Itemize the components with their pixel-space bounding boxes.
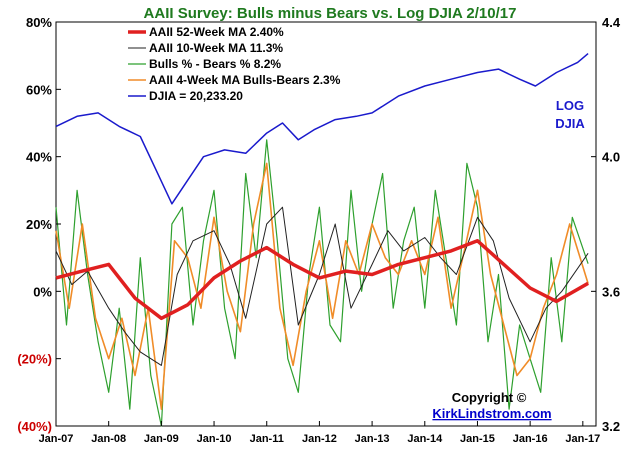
source-link[interactable]: KirkLindstrom.com <box>432 406 551 421</box>
left-tick-label: 20% <box>26 217 52 232</box>
right-tick-label: 3.2 <box>602 419 620 434</box>
copyright-text: Copyright © <box>452 390 527 405</box>
legend: AAII 52-Week MA 2.40% AAII 10-Week MA 11.… <box>128 25 341 103</box>
x-tick-label: Jan-14 <box>407 433 443 445</box>
axis-layer: 80%60%40%20%0%(20%)(40%)4.44.03.63.2Jan-… <box>17 15 621 445</box>
x-tick-label: Jan-09 <box>144 433 179 445</box>
x-tick-label: Jan-16 <box>513 433 548 445</box>
legend-label: Bulls % - Bears % 8.2% <box>149 57 281 71</box>
legend-label: AAII 52-Week MA 2.40% <box>149 25 284 39</box>
x-tick-label: Jan-12 <box>302 433 337 445</box>
x-tick-label: Jan-10 <box>197 433 232 445</box>
right-tick-label: 4.4 <box>602 15 621 30</box>
log-label: LOG <box>556 98 584 113</box>
series-line <box>55 239 589 321</box>
right-tick-label: 3.6 <box>602 284 620 299</box>
right-tick-label: 4.0 <box>602 150 620 165</box>
left-tick-label: (20%) <box>17 352 52 367</box>
x-tick-label: Jan-11 <box>250 433 284 445</box>
legend-label: AAII 4-Week MA Bulls-Bears 2.3% <box>149 73 341 87</box>
left-tick-label: 40% <box>26 150 52 165</box>
x-tick-label: Jan-15 <box>460 433 495 445</box>
djia-axis-label: DJIA <box>555 116 585 131</box>
series-line <box>55 206 589 366</box>
left-tick-label: (40%) <box>17 419 52 434</box>
x-tick-label: Jan-13 <box>355 433 390 445</box>
x-tick-label: Jan-17 <box>565 433 600 445</box>
left-tick-label: 0% <box>33 284 52 299</box>
left-tick-label: 80% <box>26 15 52 30</box>
series-line <box>55 53 589 205</box>
left-tick-label: 60% <box>26 82 52 97</box>
legend-label: AAII 10-Week MA 11.3% <box>149 41 283 55</box>
series-layer <box>55 53 589 427</box>
x-tick-label: Jan-07 <box>39 433 74 445</box>
series-line <box>55 139 589 427</box>
legend-label: DJIA = 20,233.20 <box>149 89 243 103</box>
x-tick-label: Jan-08 <box>91 433 126 445</box>
series-line <box>55 162 589 411</box>
chart-title: AAII Survey: Bulls minus Bears vs. Log D… <box>144 5 517 22</box>
